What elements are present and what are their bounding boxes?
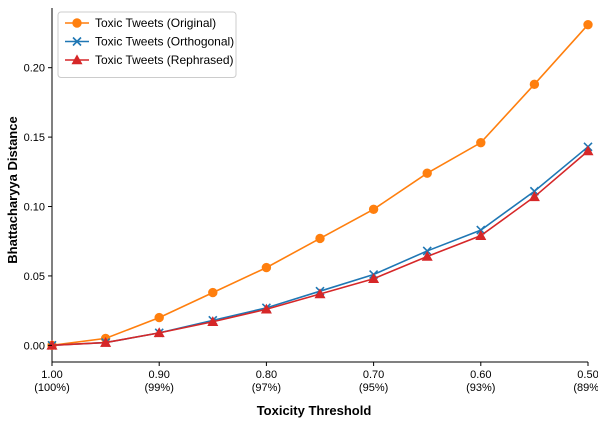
data-point [208, 287, 218, 298]
data-point [529, 79, 540, 90]
data-point [475, 230, 487, 240]
series-line [51, 150, 589, 347]
data-point [315, 233, 325, 244]
legend-item: Toxic Tweets (Rephrased) [65, 53, 234, 67]
ticks-layer: 0.00 0.05 0.10 0.15 0.20 1.00(100%) 0.90(99%) 0… [24, 63, 598, 394]
x-tick-sublabel: (100%) [34, 382, 69, 394]
data-point [261, 262, 272, 273]
data-point [207, 316, 219, 327]
data-point [528, 191, 540, 202]
data-point [100, 336, 112, 347]
y-tick-label: 0.10 [24, 202, 45, 214]
x-tick-label: 0.60 [470, 369, 491, 381]
legend-marker [72, 36, 82, 47]
legend-item: Toxic Tweets (Original) [65, 16, 216, 30]
data-point [583, 19, 593, 30]
y-tick-label: 0.15 [24, 132, 45, 144]
data-point [154, 312, 164, 323]
legend: Toxic Tweets (Original) Toxic Tweets (Ort… [57, 11, 237, 78]
x-tick-label: 0.50 [577, 369, 598, 381]
data-point [368, 273, 380, 284]
legend-label: Toxic Tweets (Orthogonal) [95, 35, 234, 49]
legend-marker [71, 54, 83, 65]
x-tick-label: 0.80 [256, 369, 277, 381]
legend-label: Toxic Tweets (Rephrased) [95, 53, 234, 67]
series-line [51, 146, 589, 347]
x-tick-label: 0.70 [363, 369, 384, 381]
x-tick-sublabel: (99%) [145, 382, 174, 394]
x-tick-sublabel: (95%) [359, 382, 388, 394]
y-tick-label: 0.00 [24, 340, 45, 352]
x-tick-label: 1.00 [41, 369, 62, 381]
x-tick-sublabel: (97%) [252, 382, 281, 394]
x-tick-sublabel: (93%) [466, 382, 495, 394]
data-point [46, 339, 58, 350]
data-point [422, 168, 432, 178]
data-point [368, 204, 379, 214]
data-point [260, 303, 272, 314]
y-axis-title: Bhattacharyya Distance [5, 116, 20, 263]
x-tick-sublabel: (89%) [573, 382, 598, 394]
legend-item: Toxic Tweets (Orthogonal) [65, 35, 234, 49]
data-point [314, 288, 326, 299]
data-point [476, 137, 486, 148]
data-point [582, 145, 594, 156]
y-tick-label: 0.05 [24, 271, 45, 283]
legend-label: Toxic Tweets (Original) [95, 16, 216, 30]
series-2 [47, 142, 593, 350]
legend-box [57, 11, 237, 78]
series-3 [46, 145, 594, 350]
x-axis-title: Toxicity Threshold [257, 403, 372, 418]
legend-marker [72, 18, 82, 28]
data-point [421, 250, 433, 261]
series-layer [46, 19, 594, 351]
axes [51, 8, 588, 363]
y-tick-label: 0.20 [24, 63, 45, 75]
x-tick-label: 0.90 [148, 369, 169, 381]
data-point [153, 327, 165, 338]
